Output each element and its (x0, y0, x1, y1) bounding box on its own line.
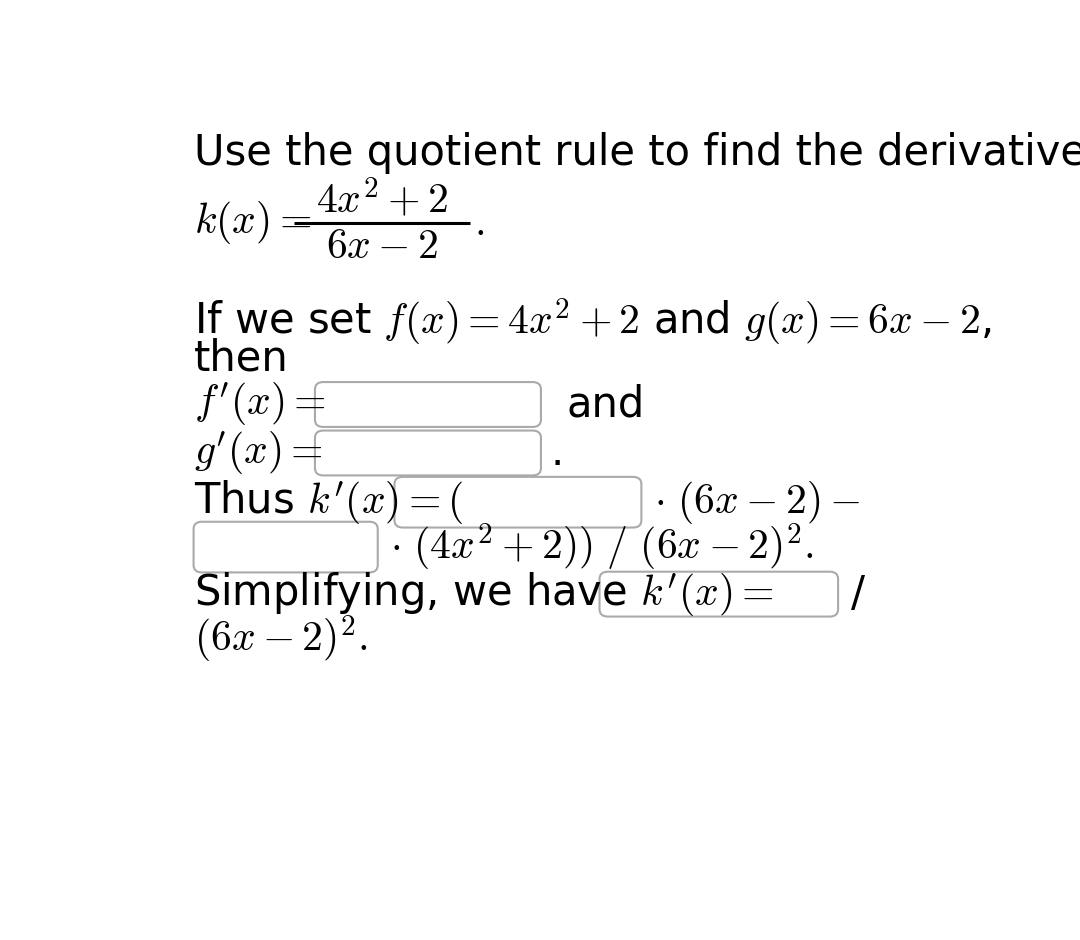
Text: .: . (551, 432, 564, 474)
FancyBboxPatch shape (599, 572, 838, 617)
Text: Simplifying, we have $k'(x) =$: Simplifying, we have $k'(x) =$ (193, 571, 773, 619)
Text: /: / (851, 573, 865, 615)
Text: $4x^2 + 2$: $4x^2 + 2$ (315, 178, 448, 222)
Text: $g'(x) =$: $g'(x) =$ (193, 430, 323, 477)
Text: $k(x) =$: $k(x) =$ (193, 199, 311, 246)
Text: and: and (566, 384, 645, 426)
Text: Thus $k'(x) = ($: Thus $k'(x) = ($ (193, 478, 463, 526)
Text: If we set $f(x) = 4x^2 + 2$ and $g(x) = 6x - 2$,: If we set $f(x) = 4x^2 + 2$ and $g(x) = … (193, 297, 990, 349)
Text: then: then (193, 337, 288, 380)
Text: $(6x - 2)^2.$: $(6x - 2)^2.$ (193, 614, 367, 666)
Text: $\cdot\ (6x - 2) -$: $\cdot\ (6x - 2) -$ (653, 478, 861, 525)
Text: $\cdot\ (4x^2 + 2))\ /\ (6x - 2)^2.$: $\cdot\ (4x^2 + 2))\ /\ (6x - 2)^2.$ (390, 522, 814, 572)
Text: $f'(x) =$: $f'(x) =$ (193, 381, 325, 429)
Text: $.$: $.$ (474, 202, 484, 243)
FancyBboxPatch shape (193, 522, 378, 572)
Text: $6x - 2$: $6x - 2$ (326, 225, 438, 267)
FancyBboxPatch shape (394, 477, 642, 527)
FancyBboxPatch shape (315, 431, 541, 476)
Text: Use the quotient rule to find the derivative of: Use the quotient rule to find the deriva… (193, 132, 1080, 174)
FancyBboxPatch shape (315, 382, 541, 427)
